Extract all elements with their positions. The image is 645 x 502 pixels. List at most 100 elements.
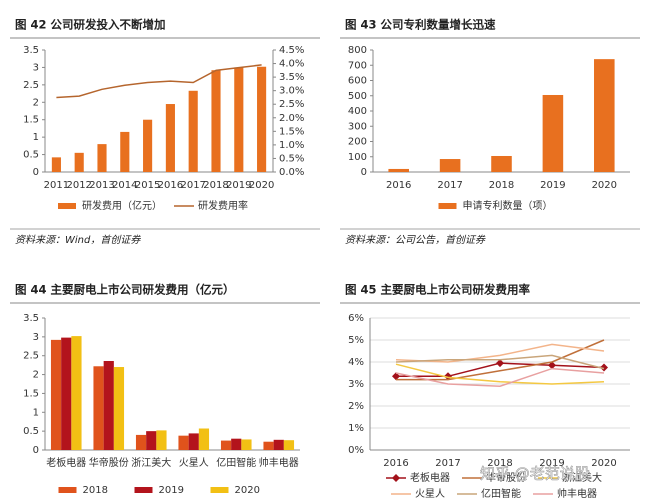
y2-tick-label: 4.5% bbox=[279, 45, 304, 56]
x-tick-label: 华帝股份 bbox=[89, 456, 129, 469]
legend-label: 2018 bbox=[83, 485, 108, 496]
legend-label: 2020 bbox=[235, 485, 260, 496]
y-tick-label: 1.5 bbox=[23, 115, 39, 126]
legend-swatch bbox=[210, 487, 229, 493]
x-tick-label: 2020 bbox=[591, 458, 616, 469]
bar bbox=[103, 360, 114, 450]
bar bbox=[388, 168, 409, 172]
y-tick-label: 2 bbox=[33, 370, 39, 381]
x-tick-label: 浙江美大 bbox=[131, 456, 171, 469]
legend-swatch bbox=[438, 203, 457, 209]
y-tick-label: 800 bbox=[348, 45, 367, 56]
x-tick-label: 2017 bbox=[437, 180, 462, 191]
y-tick-label: 3 bbox=[33, 62, 39, 73]
bar bbox=[135, 434, 147, 450]
x-tick-label: 2019 bbox=[539, 458, 564, 469]
x-tick-label: 2013 bbox=[89, 180, 114, 191]
y-tick-label: 1 bbox=[33, 407, 39, 418]
marker bbox=[496, 359, 504, 368]
bar bbox=[178, 435, 189, 450]
y-tick-label: 600 bbox=[348, 76, 367, 87]
x-tick-label: 2015 bbox=[135, 180, 160, 191]
x-tick-label: 2020 bbox=[592, 180, 617, 191]
y-tick-label: 500 bbox=[348, 91, 367, 102]
x-tick-label: 2018 bbox=[487, 458, 512, 469]
bar bbox=[257, 66, 267, 172]
bar bbox=[93, 366, 104, 450]
bar bbox=[283, 440, 295, 450]
bar bbox=[120, 131, 130, 172]
y-tick-label: 0.5 bbox=[23, 426, 39, 437]
y-tick-label: 2.5 bbox=[23, 351, 39, 362]
x-tick-label: 老板电器 bbox=[46, 456, 86, 469]
y-tick-label: 5% bbox=[348, 335, 364, 346]
x-tick-label: 2014 bbox=[112, 180, 137, 191]
marker bbox=[548, 361, 556, 370]
watermark: 知乎 @老范说股 bbox=[480, 465, 590, 483]
bar bbox=[542, 94, 564, 172]
x-tick-label: 2018 bbox=[489, 180, 514, 191]
x-tick-label: 2020 bbox=[249, 180, 274, 191]
bar bbox=[97, 144, 107, 172]
legend-label: 研发费用率 bbox=[198, 199, 248, 212]
legend-label: 申请专利数量（项） bbox=[463, 199, 553, 212]
bar bbox=[273, 439, 284, 450]
legend-label: 亿田智能 bbox=[481, 487, 521, 500]
bar bbox=[71, 336, 82, 450]
y-tick-label: 0 bbox=[33, 167, 39, 178]
chart-title: 图 44 主要厨电上市公司研发费用（亿元） bbox=[15, 283, 235, 297]
line bbox=[395, 354, 605, 370]
bar bbox=[146, 431, 157, 450]
x-tick-label: 2012 bbox=[66, 180, 91, 191]
bar bbox=[491, 155, 512, 172]
legend-swatch bbox=[58, 203, 76, 209]
legend-label: 帅丰电器 bbox=[557, 487, 597, 500]
marker bbox=[600, 363, 608, 372]
y-tick-label: 0 bbox=[33, 445, 39, 456]
bar bbox=[263, 441, 274, 450]
y2-tick-label: 2.0% bbox=[279, 113, 304, 124]
legend-label: 老板电器 bbox=[410, 471, 450, 484]
y-tick-label: 3% bbox=[348, 379, 364, 390]
y2-tick-label: 4.0% bbox=[279, 59, 304, 70]
y-tick-label: 3.5 bbox=[23, 45, 39, 56]
y-tick-label: 700 bbox=[348, 60, 367, 71]
x-tick-label: 2018 bbox=[203, 180, 228, 191]
y2-tick-label: 3.5% bbox=[279, 72, 304, 83]
bar bbox=[594, 59, 615, 172]
bar bbox=[241, 439, 252, 450]
bar bbox=[439, 159, 461, 172]
x-tick-label: 帅丰电器 bbox=[259, 456, 299, 469]
y2-tick-label: 1.5% bbox=[279, 126, 304, 137]
x-tick-label: 2017 bbox=[435, 458, 460, 469]
y-tick-label: 2 bbox=[33, 97, 39, 108]
line bbox=[56, 64, 262, 99]
source: 资料来源：Wind，首创证券 bbox=[15, 234, 141, 246]
bar bbox=[231, 438, 242, 450]
legend-label: 火星人 bbox=[415, 488, 445, 500]
bar bbox=[143, 119, 153, 172]
legend-swatch bbox=[134, 487, 153, 493]
bar bbox=[51, 157, 61, 172]
y-tick-label: 300 bbox=[348, 121, 367, 132]
x-tick-label: 2017 bbox=[180, 180, 205, 191]
bar bbox=[165, 104, 175, 172]
line bbox=[395, 367, 605, 387]
x-tick-label: 2011 bbox=[44, 180, 69, 191]
legend-label: 华帝股份 bbox=[486, 471, 526, 484]
y-tick-label: 1.5 bbox=[23, 388, 39, 399]
bar bbox=[188, 90, 198, 172]
chart-title: 图 43 公司专利数量增长迅速 bbox=[345, 18, 496, 32]
legend-label: 浙江美大 bbox=[562, 471, 602, 484]
y-tick-label: 1 bbox=[33, 132, 39, 143]
line bbox=[395, 363, 605, 385]
y-tick-label: 0% bbox=[348, 445, 364, 456]
y-tick-label: 1% bbox=[348, 423, 364, 434]
y2-tick-label: 1.0% bbox=[279, 140, 304, 151]
bar bbox=[113, 367, 125, 450]
bar bbox=[220, 440, 232, 450]
x-tick-label: 2016 bbox=[158, 180, 183, 191]
y-tick-label: 200 bbox=[348, 137, 367, 148]
y2-tick-label: 2.5% bbox=[279, 99, 304, 110]
